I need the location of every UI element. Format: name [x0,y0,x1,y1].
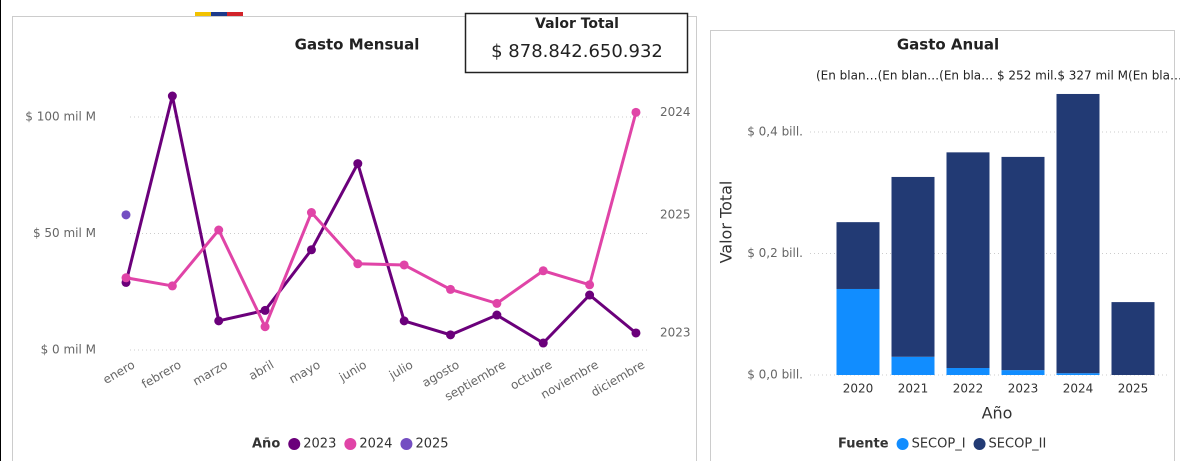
legend-label: 2024 [359,437,392,452]
bar-segment [891,356,935,375]
bar-segment [1056,373,1100,375]
series-end-label: 2024 [660,105,691,119]
legend-label: SECOP_II [989,437,1047,452]
flag-yellow [195,12,211,16]
x-tick-label: 2025 [1118,382,1149,396]
point [492,298,502,308]
x-tick-label: 2024 [1063,382,1094,396]
point [214,316,224,326]
point [167,91,177,101]
legend-title: Año [252,437,280,452]
y-tick-label: $ 0,2 bill. [747,246,803,260]
series-line [124,95,637,345]
flag-blue [211,12,227,16]
legend-label: 2023 [303,437,336,452]
legend-label: 2025 [415,437,448,452]
point [399,260,409,270]
point [260,322,270,332]
line-panel [12,16,697,461]
point [167,281,177,291]
point [538,338,548,348]
y-tick-label: $ 0,4 bill. [747,125,803,139]
x-tick-label: 2020 [843,382,874,396]
y-tick-label: $ 50 mil M [33,226,96,240]
bar-segment [946,368,990,375]
chart-title: Gasto Mensual [295,36,420,54]
legend-title: Fuente [838,437,889,452]
legend-swatch [973,438,986,450]
point [214,225,224,235]
point [306,208,316,218]
point [492,310,502,320]
x-tick-label: 2021 [898,382,929,396]
point [353,159,363,169]
bar-segment [836,288,880,375]
point [306,245,316,255]
bar-segment [946,152,990,369]
card-value: $ 878.842.650.932 [491,41,663,62]
legend-swatch [288,438,301,450]
x-tick-label: 2023 [1008,382,1039,396]
point [353,259,363,269]
bar-segment [1001,370,1045,375]
y-axis-label: Valor Total [717,181,736,264]
point [585,280,595,290]
point [631,328,641,338]
kpi-card [464,12,689,74]
bar-segment [836,222,880,289]
legend-swatch [400,438,413,450]
series-end-label: 2023 [660,325,691,339]
x-axis-label: Año [982,404,1013,423]
bar-segment [1111,302,1155,375]
y-tick-label: $ 0,0 bill. [747,368,803,382]
series-end-label: 2025 [660,207,691,221]
y-tick-label: $ 0 mil M [41,343,96,357]
x-tick-label: 2022 [953,382,984,396]
legend-swatch [896,438,909,450]
data-label-row: (En blan…(En blan…(En bla… $ 252 mil.$ 3… [816,69,1180,83]
point [260,305,270,315]
legend-swatch [344,438,357,450]
series-line [125,111,638,331]
y-tick-label: $ 100 mil M [25,110,96,124]
bar-segment [1056,93,1100,374]
bar-segment [1001,156,1045,371]
chart-title: Gasto Anual [897,36,999,54]
point [631,107,641,117]
card-title: Valor Total [535,16,619,32]
point [585,290,595,300]
legend-label: SECOP_I [912,437,966,452]
point [121,210,131,220]
point [538,266,548,276]
flag-red [227,12,243,16]
point [121,273,131,283]
point [446,284,456,294]
point [446,330,456,340]
bar-segment [891,176,935,357]
point [399,316,409,326]
